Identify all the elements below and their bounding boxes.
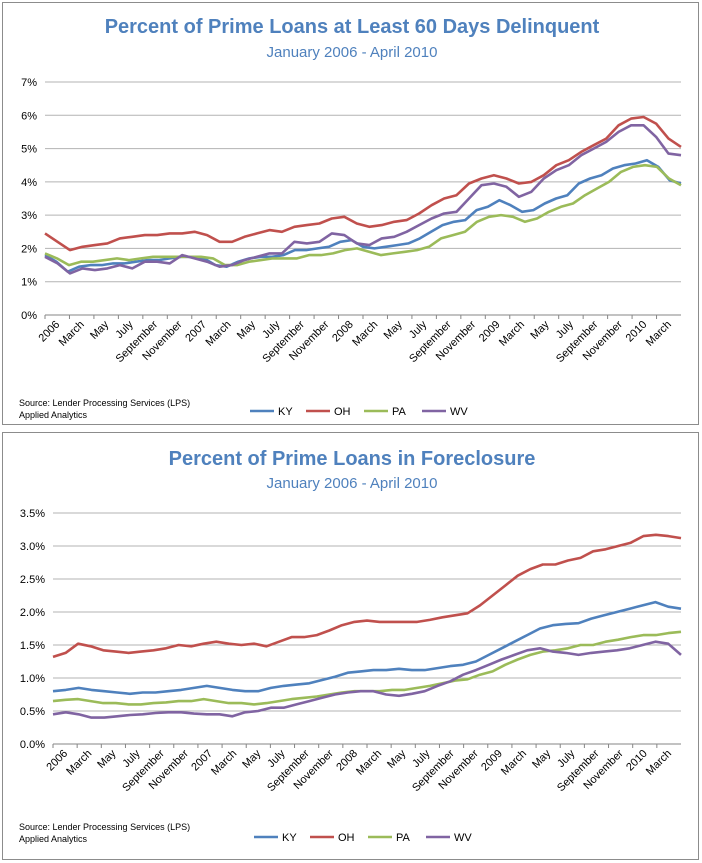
legend-label-pa: PA <box>396 832 411 844</box>
legend-label-ky: KY <box>278 406 293 418</box>
x-tick-label: March <box>354 748 384 778</box>
x-tick-label: May <box>530 747 554 771</box>
legend-label-wv: WV <box>450 406 468 418</box>
source-line-1: Source: Lender Processing Services (LPS) <box>19 822 190 832</box>
x-tick-label: March <box>203 319 233 349</box>
x-tick-label: March <box>64 748 94 778</box>
legend-label-oh: OH <box>338 832 355 844</box>
y-tick-label: 1.0% <box>20 673 45 685</box>
y-tick-label: 1% <box>21 277 37 289</box>
foreclosure-chart-panel: Percent of Prime Loans in Foreclosure Ja… <box>2 432 699 860</box>
x-tick-label: March <box>350 319 380 349</box>
x-tick-label: May <box>88 318 112 342</box>
y-tick-label: 0% <box>21 310 37 322</box>
x-tick-label: March <box>644 748 674 778</box>
series-line-oh <box>52 533 682 659</box>
foreclosure-chart: Percent of Prime Loans in Foreclosure Ja… <box>19 448 682 844</box>
y-tick-label: 0.5% <box>20 706 45 718</box>
y-tick-label: 4% <box>21 177 37 189</box>
y-tick-label: 3% <box>21 210 37 222</box>
x-tick-label: March <box>499 748 529 778</box>
y-tick-label: 2.0% <box>20 607 45 619</box>
delinquency-chart-panel: Percent of Prime Loans at Least 60 Days … <box>2 2 699 425</box>
y-tick-label: 7% <box>21 77 37 89</box>
y-tick-label: 2.5% <box>20 574 45 586</box>
chart-subtitle: January 2006 - April 2010 <box>267 44 438 61</box>
x-tick-label: March <box>644 319 674 349</box>
legend-label-wv: WV <box>454 832 472 844</box>
y-tick-label: 2% <box>21 243 37 255</box>
x-tick-label: March <box>497 319 527 349</box>
source-line-1: Source: Lender Processing Services (LPS) <box>19 398 190 408</box>
series-line-ky <box>44 158 682 274</box>
y-tick-label: 0.0% <box>20 739 45 751</box>
series-line-pa <box>44 163 682 267</box>
x-tick-label: March <box>57 319 87 349</box>
legend-label-pa: PA <box>392 406 407 418</box>
x-tick-label: May <box>385 747 409 771</box>
series-line-ky <box>52 600 682 696</box>
y-tick-label: 3.0% <box>20 541 45 553</box>
series-line-wv <box>52 640 682 719</box>
chart-title: Percent of Prime Loans at Least 60 Days … <box>105 16 600 38</box>
x-tick-label: May <box>382 318 406 342</box>
legend-label-oh: OH <box>334 406 351 418</box>
chart-subtitle: January 2006 - April 2010 <box>267 475 438 492</box>
x-tick-label: May <box>235 318 259 342</box>
series-line-wv <box>44 124 682 275</box>
x-tick-label: May <box>528 318 552 342</box>
y-tick-label: 1.5% <box>20 640 45 652</box>
x-tick-label: March <box>209 748 239 778</box>
source-line-2: Applied Analytics <box>19 410 88 420</box>
x-tick-label: May <box>240 747 264 771</box>
y-tick-label: 6% <box>21 110 37 122</box>
x-tick-label: May <box>95 747 119 771</box>
chart-title: Percent of Prime Loans in Foreclosure <box>169 448 536 470</box>
y-tick-label: 3.5% <box>20 508 45 520</box>
delinquency-chart: Percent of Prime Loans at Least 60 Days … <box>19 16 682 420</box>
y-tick-label: 5% <box>21 144 37 156</box>
source-line-2: Applied Analytics <box>19 834 88 844</box>
series-line-oh <box>44 115 682 252</box>
legend-label-ky: KY <box>282 832 297 844</box>
